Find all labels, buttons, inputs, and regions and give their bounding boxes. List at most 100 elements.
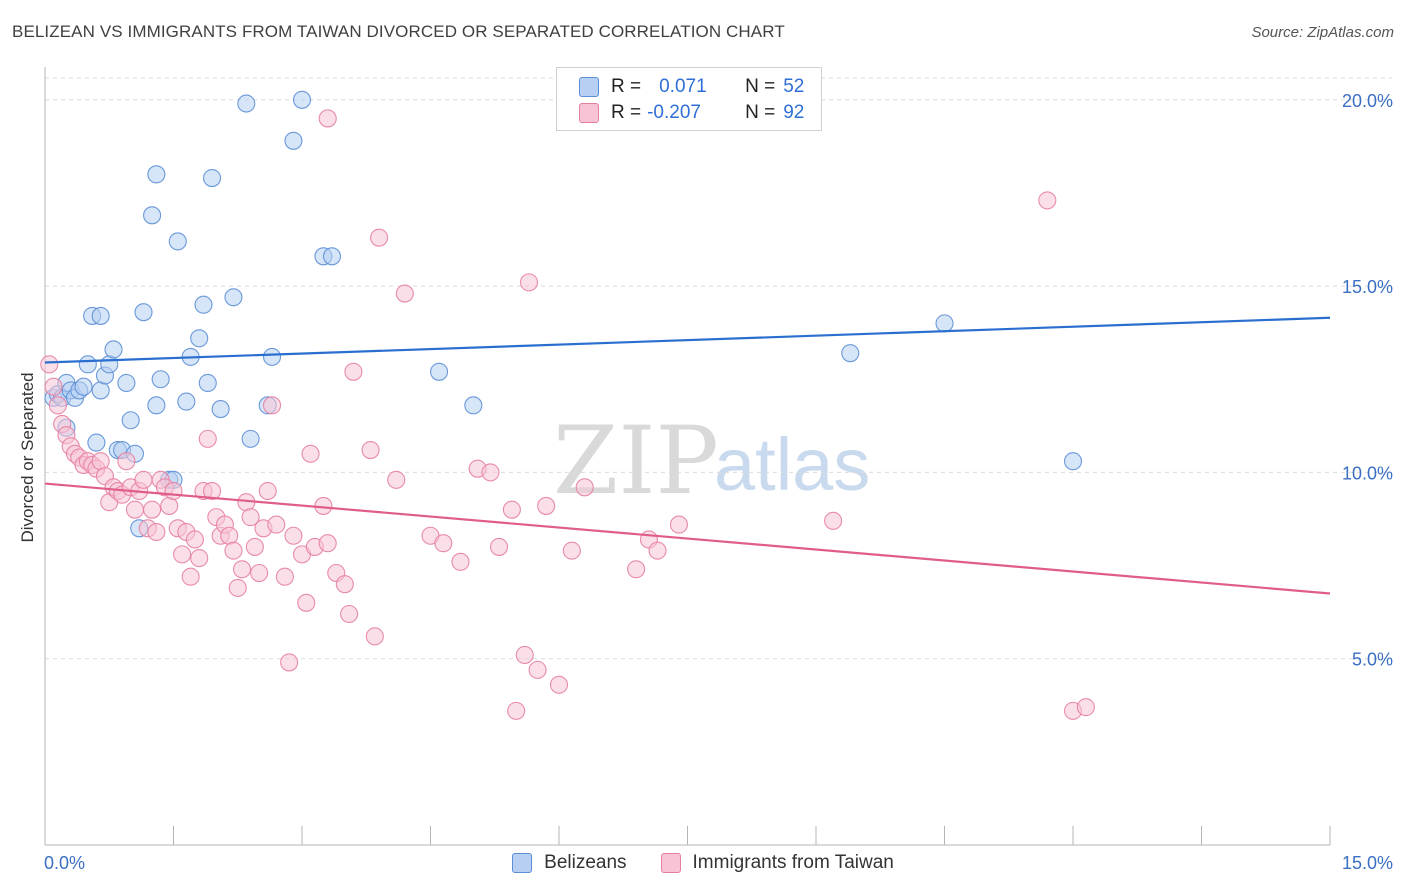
legend-swatch-pink bbox=[579, 103, 599, 123]
taiwan-point bbox=[507, 701, 526, 720]
legend-n-label: N = bbox=[745, 76, 776, 97]
y-tick-label: 5.0% bbox=[1352, 650, 1393, 670]
legend-item-belizeans[interactable]: Belizeans bbox=[512, 852, 627, 874]
taiwan-point bbox=[267, 515, 286, 534]
y-axis-title: Divorced or Separated bbox=[18, 372, 37, 542]
taiwan-point bbox=[232, 560, 252, 579]
taiwan-point bbox=[648, 541, 667, 560]
taiwan-point bbox=[275, 567, 294, 586]
taiwan-point bbox=[164, 481, 183, 501]
taiwan-point bbox=[143, 500, 162, 519]
legend-label: Belizeans bbox=[544, 852, 627, 873]
y-tick-label: 15.0% bbox=[1342, 277, 1393, 297]
taiwan-point bbox=[344, 362, 363, 381]
legend-row-taiwan: R = -0.207 N = 92 bbox=[579, 101, 804, 125]
belizean-point bbox=[211, 400, 230, 419]
axis-labels: 5.0% 10.0% 15.0% 20.0% 0.0% 15.0% Divorced or … bbox=[18, 91, 1393, 873]
taiwan-point bbox=[147, 522, 166, 542]
legend-label: Immigrants from Taiwan bbox=[692, 852, 894, 873]
taiwan-point bbox=[48, 396, 67, 415]
taiwan-point bbox=[1076, 698, 1095, 717]
taiwan-point bbox=[395, 284, 414, 303]
belizean-point bbox=[74, 377, 93, 396]
legend-r-label: R = bbox=[611, 76, 642, 97]
taiwan-point bbox=[627, 560, 646, 579]
watermark-zip: ZIP bbox=[553, 407, 719, 516]
belizean-point bbox=[91, 381, 110, 400]
legend-r-value: 0.071 bbox=[659, 76, 707, 97]
taiwan-point bbox=[549, 675, 569, 694]
taiwan-point bbox=[224, 541, 243, 560]
taiwan-point bbox=[824, 511, 843, 530]
source-credit: Source: ZipAtlas.com bbox=[1251, 24, 1394, 41]
belizean-point bbox=[147, 396, 166, 415]
belizean-point bbox=[1063, 452, 1083, 471]
belizean-point bbox=[292, 90, 312, 109]
belizean-point bbox=[224, 288, 243, 307]
taiwan-point bbox=[250, 563, 269, 583]
taiwan-point bbox=[387, 470, 406, 489]
belizean-point bbox=[121, 411, 140, 430]
belizean-point bbox=[190, 329, 209, 348]
watermark-atlas: atlas bbox=[714, 423, 870, 506]
taiwan-point bbox=[489, 537, 509, 556]
taiwan-point bbox=[318, 109, 337, 128]
belizean-point bbox=[87, 433, 106, 452]
belizean-point bbox=[464, 396, 483, 415]
taiwan-point bbox=[562, 541, 581, 560]
taiwan-point bbox=[91, 452, 110, 471]
y-tick-label: 10.0% bbox=[1342, 463, 1393, 483]
data-points bbox=[40, 90, 1095, 720]
taiwan-point bbox=[515, 645, 534, 665]
belizean-point bbox=[841, 344, 860, 363]
legend-item-taiwan[interactable]: Immigrants from Taiwan bbox=[660, 852, 894, 874]
taiwan-point bbox=[117, 452, 136, 471]
taiwan-point bbox=[519, 273, 539, 292]
belizean-point bbox=[104, 340, 123, 359]
taiwan-point bbox=[537, 496, 556, 515]
belizean-point bbox=[143, 206, 162, 225]
taiwan-point bbox=[44, 377, 63, 396]
belizean-point bbox=[151, 370, 170, 389]
belizean-point bbox=[241, 429, 260, 448]
taiwan-point bbox=[1038, 191, 1057, 210]
taiwan-point bbox=[280, 653, 299, 672]
taiwan-point bbox=[203, 481, 222, 501]
belizean-point bbox=[194, 295, 213, 314]
legend-n-value: 92 bbox=[783, 102, 805, 123]
taiwan-point bbox=[125, 500, 144, 519]
legend-swatch-blue bbox=[512, 853, 533, 873]
belizean-point bbox=[147, 165, 166, 184]
taiwan-point bbox=[361, 440, 380, 460]
legend-r-label: R = bbox=[611, 102, 642, 123]
taiwan-point bbox=[198, 429, 217, 448]
belizean-point bbox=[177, 392, 196, 411]
x-tick-label-min: 0.0% bbox=[44, 853, 85, 873]
taiwan-point bbox=[365, 627, 384, 646]
belizean-point bbox=[284, 131, 303, 150]
belizean-point bbox=[100, 355, 119, 374]
belizean-point bbox=[237, 94, 256, 113]
taiwan-point bbox=[335, 575, 354, 594]
belizean-point bbox=[935, 314, 954, 333]
taiwan-point bbox=[173, 545, 192, 564]
axis-ticks bbox=[44, 826, 1331, 845]
taiwan-point bbox=[502, 500, 521, 519]
taiwan-point bbox=[245, 537, 264, 556]
taiwan-point bbox=[185, 530, 204, 549]
taiwan-point bbox=[160, 496, 179, 515]
belizean-trend-line bbox=[44, 316, 1331, 364]
taiwan-point bbox=[481, 463, 500, 482]
legend-swatch-pink bbox=[660, 853, 681, 873]
taiwan-point bbox=[228, 578, 247, 597]
watermark: ZIP atlas bbox=[553, 407, 870, 516]
legend-n-value: 52 bbox=[783, 76, 805, 97]
trend-lines bbox=[44, 316, 1331, 595]
belizean-point bbox=[322, 247, 342, 266]
taiwan-point bbox=[301, 444, 320, 463]
taiwan-point bbox=[340, 604, 359, 624]
taiwan-point bbox=[370, 228, 389, 247]
belizean-point bbox=[262, 347, 282, 366]
legend-n-label: N = bbox=[745, 102, 776, 123]
